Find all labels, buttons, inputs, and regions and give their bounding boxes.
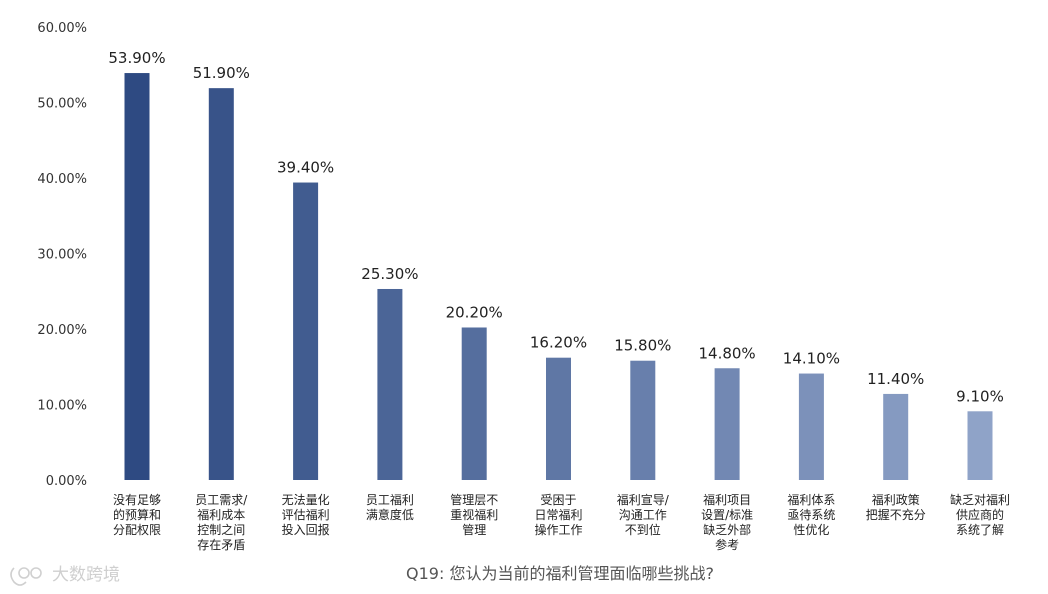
bar	[293, 182, 319, 480]
x-tick-label-line: 评估福利	[282, 507, 330, 522]
x-tick-label-line: 员工福利	[366, 492, 414, 507]
x-tick-label-line: 无法量化	[282, 493, 330, 507]
x-tick-label: 缺乏对福利供应商的系统了解	[950, 492, 1010, 537]
y-tick-label: 20.00%	[37, 323, 87, 338]
x-tick-label-line: 把握不充分	[866, 507, 926, 522]
data-label: 39.40%	[277, 159, 334, 177]
data-label: 11.40%	[867, 370, 924, 388]
x-tick-label-line: 没有足够	[113, 492, 161, 507]
x-tick-label-line: 受困于	[540, 493, 576, 507]
data-label: 20.20%	[446, 303, 503, 321]
data-label: 14.10%	[783, 350, 840, 368]
y-tick-label: 0.00%	[46, 474, 87, 489]
x-tick-label-line: 福利宣导/	[617, 492, 670, 507]
logo-icon	[10, 567, 42, 586]
x-tick-label-line: 沟通工作	[619, 508, 667, 522]
x-tick-label-line: 存在矛盾	[197, 538, 245, 552]
bars	[124, 73, 993, 481]
x-tick-label-line: 的预算和	[113, 507, 161, 522]
watermark-text: 大数跨境	[52, 565, 120, 585]
chart-title: Q19: 您认为当前的福利管理面临哪些挑战?	[406, 564, 714, 583]
x-tick-label-line: 操作工作	[534, 522, 582, 537]
bar	[377, 288, 403, 480]
x-tick-label: 无法量化评估福利投入回报	[282, 493, 330, 537]
x-tick-label: 员工福利满意度低	[366, 492, 414, 522]
watermark: 大数跨境	[10, 565, 120, 586]
value-labels: 53.90% 51.90% 39.40% 25.30% 20.20% 16.20% 15.8…	[108, 49, 1003, 405]
x-tick-label-line: 福利项目	[703, 492, 751, 507]
x-tick-label-line: 日常福利	[534, 507, 582, 522]
y-axis: 0.00% 10.00% 20.00% 30.00% 40.00% 50.00% 60.00…	[37, 21, 87, 489]
bar	[124, 73, 150, 481]
x-tick-label-line: 设置/标准	[701, 508, 753, 522]
x-tick-label-line: 缺乏对福利	[950, 492, 1010, 507]
x-tick-label-line: 管理层不	[450, 492, 498, 507]
y-tick-label: 50.00%	[37, 97, 87, 112]
bar	[883, 393, 909, 480]
x-tick-label-line: 重视福利	[450, 507, 498, 522]
y-tick-label: 40.00%	[37, 172, 87, 187]
data-label: 9.10%	[956, 387, 1004, 405]
x-tick-label: 管理层不重视福利管理	[450, 492, 498, 537]
data-label: 14.80%	[698, 344, 755, 362]
data-label: 25.30%	[361, 265, 418, 283]
y-tick-label: 60.00%	[37, 21, 87, 36]
data-label: 16.20%	[530, 334, 587, 352]
bar	[630, 360, 656, 480]
x-tick-label: 福利体系亟待系统性优化	[787, 492, 835, 537]
bar	[461, 327, 487, 480]
bar	[546, 357, 571, 480]
x-tick-label-line: 福利成本	[197, 507, 245, 522]
y-tick-label: 10.00%	[37, 399, 87, 414]
x-tick-label-line: 系统了解	[956, 523, 1004, 537]
x-tick-label-line: 分配权限	[113, 523, 161, 537]
x-tick-label-line: 亟待系统	[787, 508, 835, 522]
x-tick-label-line: 福利政策	[872, 492, 920, 507]
x-tick-label-line: 供应商的	[956, 507, 1004, 522]
bar	[967, 411, 993, 480]
x-tick-label: 没有足够的预算和分配权限	[113, 492, 161, 537]
data-label: 15.80%	[614, 337, 671, 355]
x-tick-label-line: 管理	[462, 522, 486, 537]
data-label: 51.90%	[193, 64, 250, 82]
bar	[798, 373, 824, 480]
x-tick-label-line: 满意度低	[366, 507, 414, 522]
x-tick-label-line: 投入回报	[282, 522, 330, 537]
x-tick-label-line: 员工需求/	[195, 493, 248, 507]
bar	[208, 88, 234, 480]
x-tick-label-line: 福利体系	[787, 492, 835, 507]
x-tick-label-line: 缺乏外部	[703, 522, 751, 537]
x-tick-label-line: 性优化	[793, 523, 829, 537]
x-tick-label: 受困于日常福利操作工作	[534, 493, 582, 537]
x-tick-label: 福利宣导/沟通工作不到位	[617, 492, 670, 537]
x-tick-label-line: 参考	[715, 537, 739, 552]
x-tick-label-line: 不到位	[625, 522, 661, 537]
category-labels: 没有足够的预算和分配权限员工需求/福利成本控制之间存在矛盾无法量化评估福利投入回…	[113, 492, 1010, 552]
bar	[714, 368, 740, 480]
y-tick-label: 30.00%	[37, 248, 87, 263]
data-label: 53.90%	[108, 49, 165, 67]
x-tick-label: 福利政策把握不充分	[866, 492, 926, 522]
x-tick-label: 福利项目设置/标准缺乏外部参考	[701, 492, 753, 552]
x-tick-label: 员工需求/福利成本控制之间存在矛盾	[195, 493, 248, 552]
x-tick-label-line: 控制之间	[197, 523, 245, 537]
